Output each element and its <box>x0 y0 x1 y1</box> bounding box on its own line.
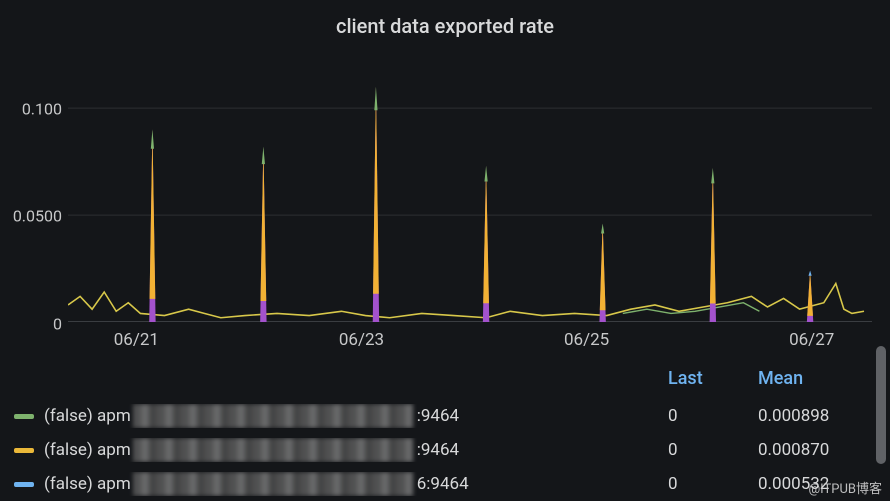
x-tick: 06/27 <box>789 330 834 350</box>
chart-area[interactable]: 0 0.0500 0.100 06/21 06/23 06/25 06/27 <box>0 44 872 362</box>
legend-rows: (false) apm :9464 0 0.000898 (false) apm… <box>14 399 868 501</box>
series-label: (false) apm 6:9464 <box>44 472 668 496</box>
legend-swatch <box>14 448 34 453</box>
watermark: @ITPUB博客 <box>808 478 882 497</box>
plot-svg <box>68 44 872 322</box>
legend-row[interactable]: (false) apm :9464 0 0.000870 <box>14 433 868 467</box>
plot[interactable] <box>68 44 872 322</box>
legend-swatch <box>14 482 34 487</box>
legend-row[interactable]: (false) apm :9464 0 0.000898 <box>14 399 868 433</box>
legend-last-value: 0 <box>668 406 758 426</box>
legend-swatch <box>14 414 34 419</box>
y-tick: 0.0500 <box>13 207 62 226</box>
y-tick: 0 <box>53 315 62 334</box>
series-prefix: (false) apm <box>44 474 131 494</box>
legend-col-mean[interactable]: Mean <box>758 368 868 389</box>
chart-panel: client data exported rate 0 0.0500 0.100 0… <box>0 0 890 501</box>
y-axis: 00.05000.100 <box>0 44 68 322</box>
redacted-segment <box>133 404 413 428</box>
legend-last-value: 0 <box>668 474 758 494</box>
series-label: (false) apm :9464 <box>44 438 668 462</box>
series-suffix: 6:9464 <box>417 474 469 494</box>
x-tick: 06/23 <box>339 330 384 350</box>
series-suffix: :9464 <box>417 440 459 460</box>
x-tick: 06/21 <box>114 330 159 350</box>
panel-title: client data exported rate <box>0 0 890 44</box>
series-prefix: (false) apm <box>44 406 131 426</box>
redacted-segment <box>133 472 413 496</box>
legend-mean-value: 0.000898 <box>758 406 868 426</box>
legend-last-value: 0 <box>668 440 758 460</box>
series-prefix: (false) apm <box>44 440 131 460</box>
legend-scrollbar[interactable] <box>876 346 886 464</box>
x-tick: 06/25 <box>564 330 609 350</box>
legend-row[interactable]: (false) apm 6:9464 0 0.000532 <box>14 467 868 501</box>
series-suffix: :9464 <box>417 406 459 426</box>
series-label: (false) apm :9464 <box>44 404 668 428</box>
legend-mean-value: 0.000870 <box>758 440 868 460</box>
legend-table: Last Mean (false) apm :9464 0 0.000898 (… <box>0 362 890 501</box>
x-axis: 06/21 06/23 06/25 06/27 <box>68 322 872 362</box>
redacted-segment <box>133 438 413 462</box>
legend-header: Last Mean <box>14 362 868 399</box>
legend-col-last[interactable]: Last <box>668 368 758 389</box>
y-tick: 0.100 <box>22 99 62 118</box>
